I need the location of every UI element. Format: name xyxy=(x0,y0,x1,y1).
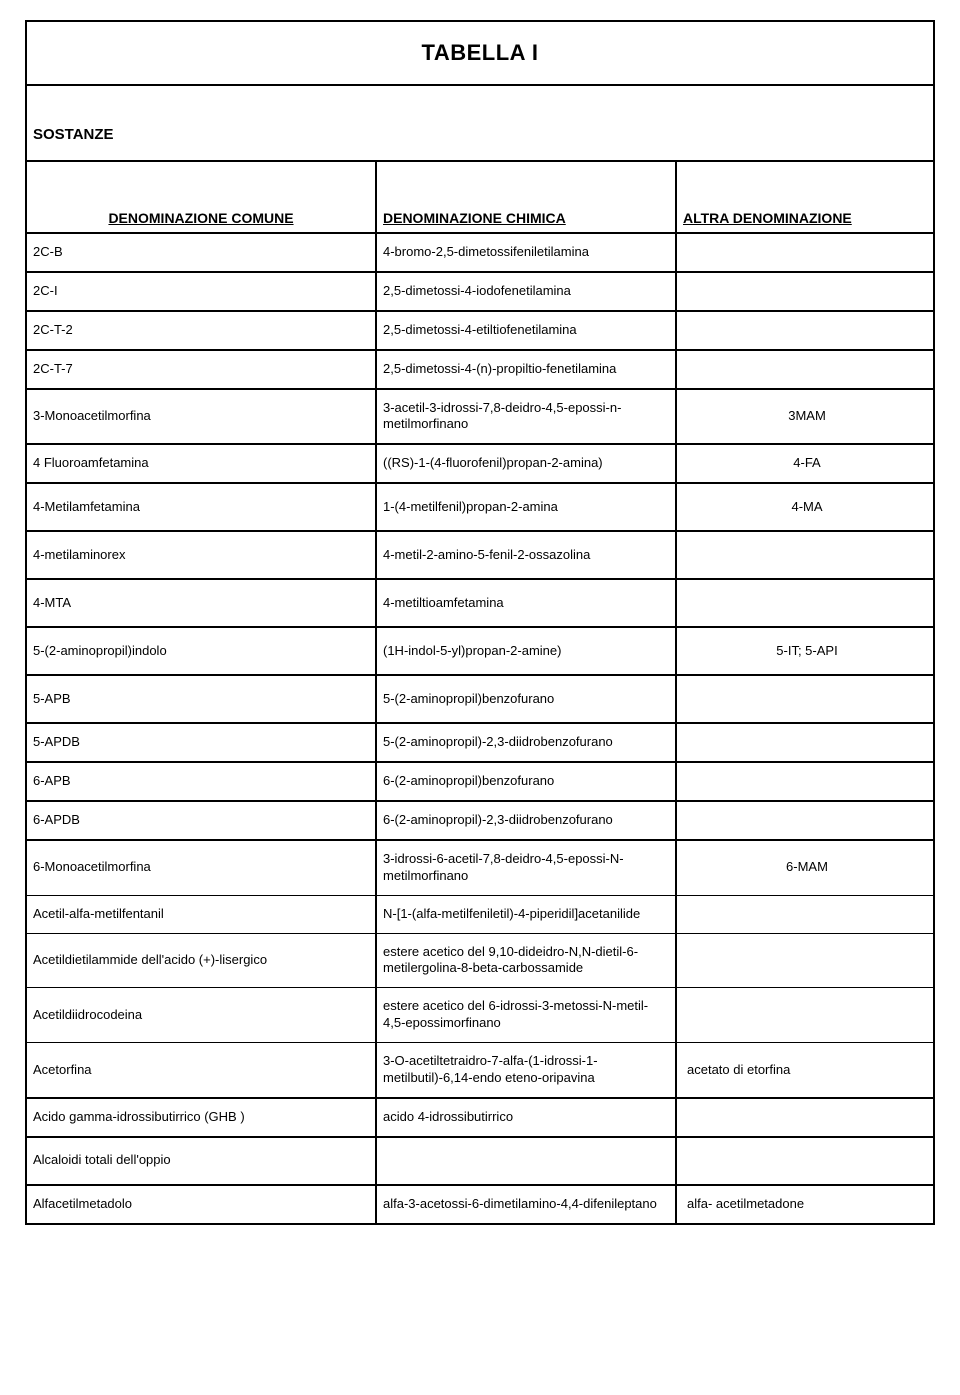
cell-chemical-name xyxy=(377,1138,677,1184)
cell-common-name: Acetildiidrocodeina xyxy=(27,988,377,1042)
cell-chemical-name: 6-(2-aminopropil)benzofurano xyxy=(377,763,677,800)
cell-common-name: 6-Monoacetilmorfina xyxy=(27,841,377,895)
page: TABELLA I SOSTANZE DENOMINAZIONE COMUNE … xyxy=(0,0,960,1395)
cell-other-name xyxy=(677,676,933,722)
cell-common-name: Alcaloidi totali dell'oppio xyxy=(27,1138,377,1184)
cell-chemical-name: 1-(4-metilfenil)propan-2-amina xyxy=(377,484,677,530)
cell-common-name: 4-Metilamfetamina xyxy=(27,484,377,530)
column-header-other-name: ALTRA DENOMINAZIONE xyxy=(677,162,933,232)
cell-chemical-name: 3-O-acetiltetraidro-7-alfa-(1-idrossi-1-… xyxy=(377,1043,677,1097)
cell-common-name: 5-APB xyxy=(27,676,377,722)
cell-other-name: acetato di etorfina xyxy=(677,1043,933,1097)
section-block: SOSTANZE xyxy=(27,86,933,162)
cell-common-name: 5-APDB xyxy=(27,724,377,761)
column-header-common-name: DENOMINAZIONE COMUNE xyxy=(27,162,377,232)
column-header-row: DENOMINAZIONE COMUNE DENOMINAZIONE CHIMI… xyxy=(27,162,933,234)
cell-other-name xyxy=(677,351,933,388)
cell-common-name: 4-MTA xyxy=(27,580,377,626)
cell-chemical-name: 5-(2-aminopropil)-2,3-diidrobenzofurano xyxy=(377,724,677,761)
table-row: 5-APDB5-(2-aminopropil)-2,3-diidrobenzof… xyxy=(27,724,933,763)
cell-chemical-name: 4-metiltioamfetamina xyxy=(377,580,677,626)
cell-other-name xyxy=(677,763,933,800)
table-row: Acetildietilammide dell'acido (+)-liserg… xyxy=(27,934,933,989)
table-row: 6-Monoacetilmorfina3-idrossi-6-acetil-7,… xyxy=(27,841,933,896)
cell-chemical-name: 2,5-dimetossi-4-(n)-propiltio-fenetilami… xyxy=(377,351,677,388)
table-row: 2C-T-72,5-dimetossi-4-(n)-propiltio-fene… xyxy=(27,351,933,390)
cell-chemical-name: 2,5-dimetossi-4-etiltiofenetilamina xyxy=(377,312,677,349)
cell-chemical-name: 4-metil-2-amino-5-fenil-2-ossazolina xyxy=(377,532,677,578)
cell-common-name: 2C-I xyxy=(27,273,377,310)
cell-common-name: Acetildietilammide dell'acido (+)-liserg… xyxy=(27,934,377,988)
table-row: Acetorfina3-O-acetiltetraidro-7-alfa-(1-… xyxy=(27,1043,933,1099)
cell-common-name: 4-metilaminorex xyxy=(27,532,377,578)
cell-common-name: 5-(2-aminopropil)indolo xyxy=(27,628,377,674)
cell-chemical-name: 2,5-dimetossi-4-iodofenetilamina xyxy=(377,273,677,310)
cell-chemical-name: estere acetico del 6-idrossi-3-metossi-N… xyxy=(377,988,677,1042)
cell-common-name: 4 Fluoroamfetamina xyxy=(27,445,377,482)
section-label: SOSTANZE xyxy=(33,126,114,143)
cell-common-name: 6-APB xyxy=(27,763,377,800)
table-row: 2C-I2,5-dimetossi-4-iodofenetilamina xyxy=(27,273,933,312)
cell-other-name xyxy=(677,802,933,839)
cell-chemical-name: 6-(2-aminopropil)-2,3-diidrobenzofurano xyxy=(377,802,677,839)
cell-other-name xyxy=(677,1099,933,1136)
cell-other-name: 3MAM xyxy=(677,390,933,444)
cell-chemical-name: (1H-indol-5-yl)propan-2-amine) xyxy=(377,628,677,674)
cell-common-name: 2C-B xyxy=(27,234,377,271)
table-row: 3-Monoacetilmorfina3-acetil-3-idrossi-7,… xyxy=(27,390,933,446)
cell-other-name xyxy=(677,234,933,271)
cell-common-name: Acido gamma-idrossibutirrico (GHB ) xyxy=(27,1099,377,1136)
cell-common-name: Acetil-alfa-metilfentanil xyxy=(27,896,377,933)
cell-other-name xyxy=(677,988,933,1042)
cell-other-name xyxy=(677,273,933,310)
cell-chemical-name: alfa-3-acetossi-6-dimetilamino-4,4-difen… xyxy=(377,1186,677,1223)
cell-common-name: Alfacetilmetadolo xyxy=(27,1186,377,1223)
table-frame: TABELLA I SOSTANZE DENOMINAZIONE COMUNE … xyxy=(25,20,935,1225)
cell-common-name: 3-Monoacetilmorfina xyxy=(27,390,377,444)
cell-chemical-name: acido 4-idrossibutirrico xyxy=(377,1099,677,1136)
cell-other-name: 4-MA xyxy=(677,484,933,530)
table-row: 2C-T-22,5-dimetossi-4-etiltiofenetilamin… xyxy=(27,312,933,351)
table-row: 5-APB5-(2-aminopropil)benzofurano xyxy=(27,676,933,724)
cell-chemical-name: 3-acetil-3-idrossi-7,8-deidro-4,5-epossi… xyxy=(377,390,677,444)
cell-chemical-name: estere acetico del 9,10-dideidro-N,N-die… xyxy=(377,934,677,988)
cell-chemical-name: ((RS)-1-(4-fluorofenil)propan-2-amina) xyxy=(377,445,677,482)
table-body: 2C-B4-bromo-2,5-dimetossifeniletilamina2… xyxy=(27,234,933,1223)
table-title: TABELLA I xyxy=(422,40,539,65)
cell-other-name: 4-FA xyxy=(677,445,933,482)
cell-other-name: alfa- acetilmetadone xyxy=(677,1186,933,1223)
cell-other-name xyxy=(677,532,933,578)
table-row: 6-APDB6-(2-aminopropil)-2,3-diidrobenzof… xyxy=(27,802,933,841)
column-header-chemical-name: DENOMINAZIONE CHIMICA xyxy=(377,162,677,232)
table-row: 2C-B4-bromo-2,5-dimetossifeniletilamina xyxy=(27,234,933,273)
cell-other-name: 5-IT; 5-API xyxy=(677,628,933,674)
cell-common-name: 6-APDB xyxy=(27,802,377,839)
table-row: 4 Fluoroamfetamina((RS)-1-(4-fluorofenil… xyxy=(27,445,933,484)
table-row: Acetildiidrocodeinaestere acetico del 6-… xyxy=(27,988,933,1043)
table-row: 6-APB6-(2-aminopropil)benzofurano xyxy=(27,763,933,802)
table-row: 4-MTA4-metiltioamfetamina xyxy=(27,580,933,628)
cell-other-name xyxy=(677,934,933,988)
table-row: Acetil-alfa-metilfentanilN-[1-(alfa-meti… xyxy=(27,896,933,934)
cell-other-name xyxy=(677,312,933,349)
title-block: TABELLA I xyxy=(27,22,933,86)
table-row: Alfacetilmetadoloalfa-3-acetossi-6-dimet… xyxy=(27,1186,933,1223)
cell-other-name xyxy=(677,580,933,626)
table-row: 4-Metilamfetamina1-(4-metilfenil)propan-… xyxy=(27,484,933,532)
table-row: 4-metilaminorex4-metil-2-amino-5-fenil-2… xyxy=(27,532,933,580)
cell-other-name xyxy=(677,1138,933,1184)
table-row: Acido gamma-idrossibutirrico (GHB )acido… xyxy=(27,1099,933,1138)
cell-other-name xyxy=(677,724,933,761)
table-row: 5-(2-aminopropil)indolo(1H-indol-5-yl)pr… xyxy=(27,628,933,676)
cell-common-name: Acetorfina xyxy=(27,1043,377,1097)
cell-common-name: 2C-T-7 xyxy=(27,351,377,388)
cell-other-name xyxy=(677,896,933,933)
cell-chemical-name: 3-idrossi-6-acetil-7,8-deidro-4,5-epossi… xyxy=(377,841,677,895)
cell-chemical-name: 4-bromo-2,5-dimetossifeniletilamina xyxy=(377,234,677,271)
table-row: Alcaloidi totali dell'oppio xyxy=(27,1138,933,1186)
cell-chemical-name: N-[1-(alfa-metilfeniletil)-4-piperidil]a… xyxy=(377,896,677,933)
cell-common-name: 2C-T-2 xyxy=(27,312,377,349)
cell-chemical-name: 5-(2-aminopropil)benzofurano xyxy=(377,676,677,722)
cell-other-name: 6-MAM xyxy=(677,841,933,895)
